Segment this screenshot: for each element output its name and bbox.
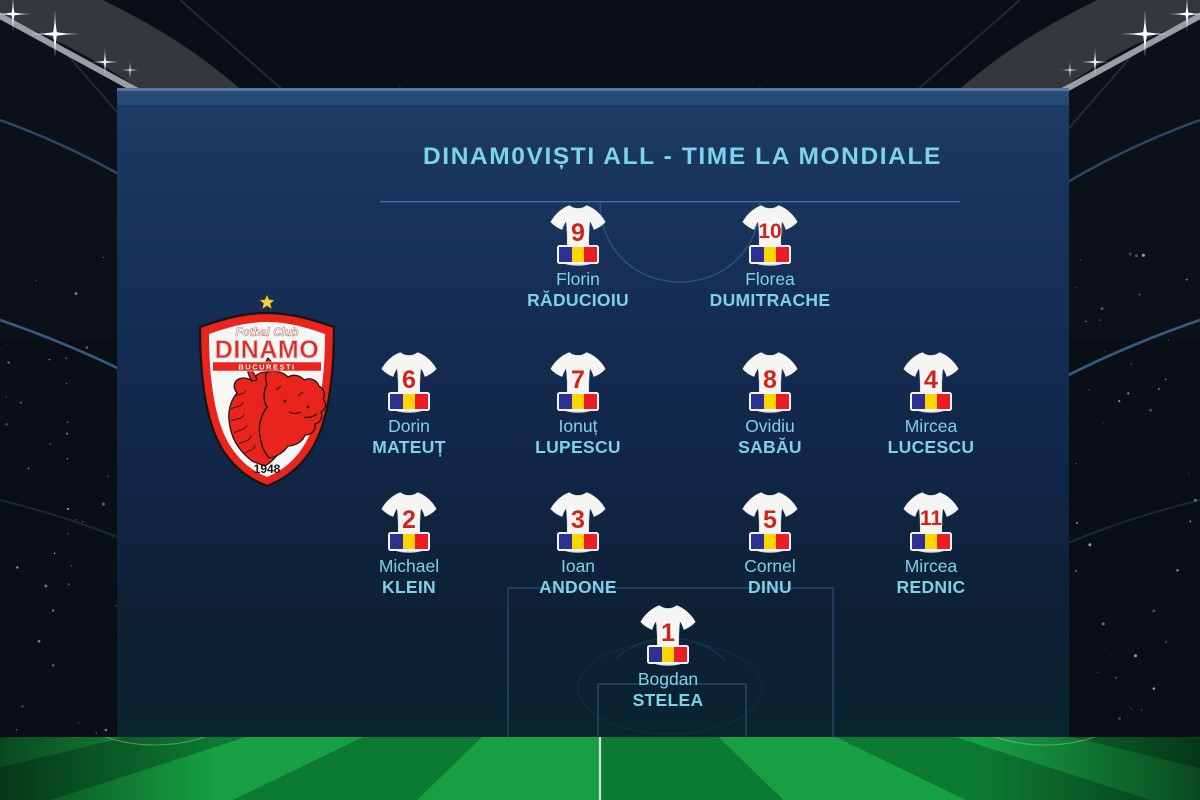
svg-text:DINAMO: DINAMO <box>215 336 319 364</box>
svg-text:1948: 1948 <box>254 462 281 476</box>
svg-text:BUCUREȘTI: BUCUREȘTI <box>238 363 295 372</box>
